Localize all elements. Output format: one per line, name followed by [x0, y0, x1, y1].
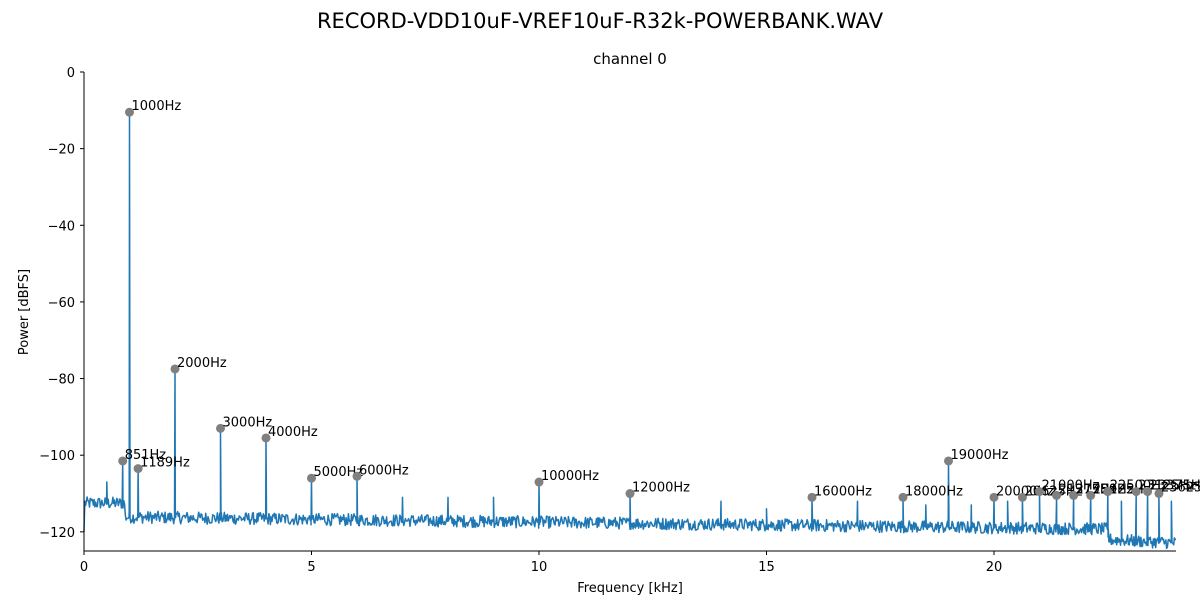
peak-marker — [133, 464, 143, 474]
peak-label: 3000Hz — [223, 415, 273, 430]
peak-marker — [1103, 487, 1113, 497]
y-tick-label: −60 — [48, 296, 75, 311]
y-tick-label: 0 — [67, 66, 75, 81]
plot-area: 0 5 10 15 20 0 −20 −40 −60 −80 −100 −120 851Hz 1000Hz… — [39, 66, 1200, 575]
peak-marker — [307, 473, 316, 483]
peak-marker — [261, 433, 271, 443]
y-tick-label: −120 — [39, 526, 75, 541]
peak-marker — [118, 456, 128, 466]
peak-marker — [125, 107, 134, 117]
peak-label: 1189Hz — [140, 456, 190, 471]
y-tick-label: −20 — [48, 143, 75, 158]
peak-marker — [1069, 490, 1079, 500]
peak-marker — [989, 492, 999, 502]
x-tick-label: 0 — [80, 560, 88, 575]
y-tick-label: −80 — [48, 373, 75, 388]
peak-label: 22500Hz — [1110, 479, 1168, 494]
peak-marker — [944, 456, 953, 466]
peak-marker — [1154, 489, 1164, 499]
y-tick-label: −40 — [48, 219, 75, 234]
peak-label: 19000Hz — [951, 448, 1009, 463]
x-tick-label: 10 — [531, 560, 548, 575]
peak-label: 4000Hz — [268, 425, 318, 440]
peak-marker — [1035, 487, 1044, 497]
spectrum-line — [83, 111, 1177, 550]
peak-marker — [898, 492, 908, 502]
peak-marker — [170, 364, 180, 374]
peak-marker — [1017, 492, 1027, 502]
peak-label: 10000Hz — [541, 469, 599, 484]
peak-marker — [625, 489, 635, 499]
peak-label: 23625Hz — [1161, 481, 1200, 496]
x-tick-label: 20 — [986, 560, 1003, 575]
x-tick-label: 15 — [758, 560, 775, 575]
chart-title: channel 0 — [593, 50, 667, 68]
peak-label: 21000Hz — [1042, 479, 1100, 494]
peak-marker — [807, 492, 817, 502]
peak-marker — [216, 423, 225, 433]
peak-label: 12000Hz — [632, 481, 690, 496]
peak-marker — [352, 471, 362, 481]
x-tick-label: 5 — [307, 560, 315, 575]
peak-label: 23375Hz — [1150, 479, 1200, 494]
y-axis-label: Power [dBFS] — [17, 269, 32, 355]
x-axis-label: Frequency [kHz] — [577, 581, 683, 596]
peak-label: 23125Hz — [1138, 479, 1196, 494]
peak-marker — [1052, 490, 1062, 500]
figure-suptitle: RECORD-VDD10uF-VREF10uF-R32k-POWERBANK.W… — [317, 9, 884, 33]
peak-label: 2000Hz — [177, 356, 227, 371]
y-tick-label: −100 — [39, 449, 75, 464]
peak-label: 851Hz — [125, 448, 167, 463]
peak-label: 16000Hz — [814, 484, 872, 499]
peak-label: 6000Hz — [359, 463, 409, 478]
peak-marker — [1086, 490, 1096, 500]
peak-label: 1000Hz — [132, 99, 182, 114]
peak-marker — [1143, 487, 1153, 497]
peak-label: 18000Hz — [905, 484, 963, 499]
peak-marker — [1131, 487, 1141, 497]
peak-marker — [534, 477, 544, 487]
peak-label: 5000Hz — [314, 465, 364, 480]
